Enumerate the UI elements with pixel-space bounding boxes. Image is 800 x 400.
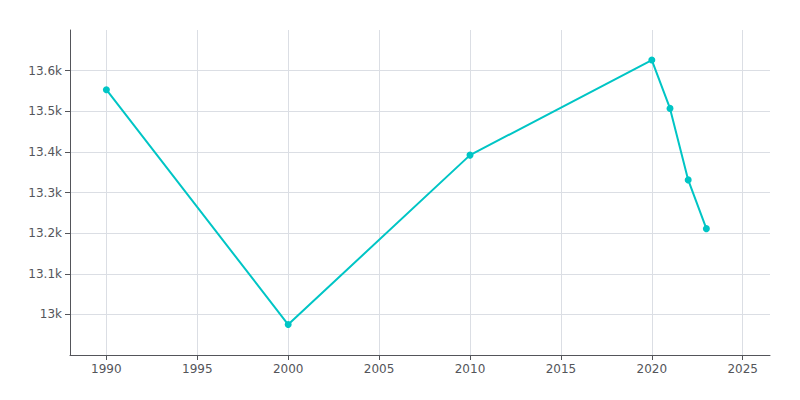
svg-text:2010: 2010 [455, 362, 486, 376]
svg-text:2015: 2015 [546, 362, 577, 376]
svg-text:2005: 2005 [364, 362, 395, 376]
svg-text:1995: 1995 [182, 362, 213, 376]
svg-text:13.3k: 13.3k [28, 186, 62, 200]
svg-text:2025: 2025 [727, 362, 758, 376]
svg-text:1990: 1990 [91, 362, 122, 376]
svg-text:13.6k: 13.6k [28, 64, 62, 78]
svg-text:13.4k: 13.4k [28, 145, 62, 159]
svg-text:13.1k: 13.1k [28, 267, 62, 281]
svg-text:13k: 13k [40, 307, 62, 321]
svg-text:13.2k: 13.2k [28, 226, 62, 240]
svg-text:2000: 2000 [273, 362, 304, 376]
svg-text:13.5k: 13.5k [28, 104, 62, 118]
svg-text:2020: 2020 [637, 362, 668, 376]
